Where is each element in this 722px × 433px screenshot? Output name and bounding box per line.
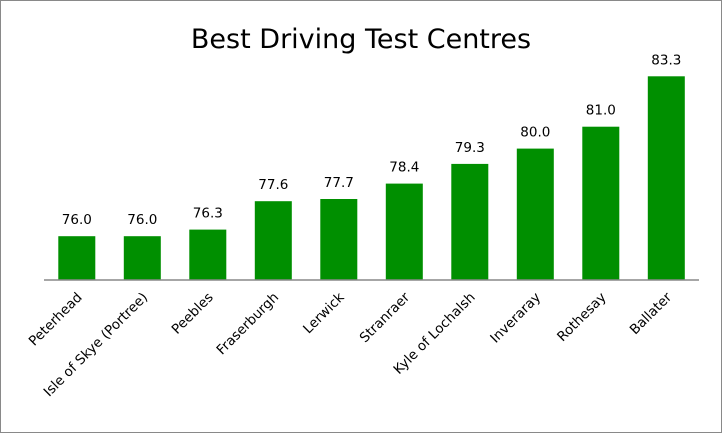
data-label: 76.0: [127, 212, 157, 228]
category-label: Stranraer: [357, 289, 414, 346]
bar-peebles: [189, 229, 227, 280]
chart-title: Best Driving Test Centres: [191, 24, 531, 55]
data-label: 76.0: [62, 212, 92, 228]
category-label: Rothesay: [554, 290, 610, 346]
bar-ballater: [647, 76, 685, 280]
category-label: Fraserburgh: [213, 290, 282, 359]
data-label: 81.0: [586, 103, 616, 119]
bar-rothesay: [582, 126, 620, 280]
category-label: Inveraray: [487, 290, 544, 347]
bar-isle-of-skye-portree: [123, 236, 161, 280]
data-label: 79.3: [455, 140, 485, 156]
category-label: Lerwick: [300, 289, 348, 337]
category-label: Ballater: [627, 289, 676, 338]
data-labels-group: 76.0 76.0 76.3 77.6 77.7 78.4 79.3 80.0 81.0 83.3: [62, 52, 682, 228]
bar-fraserburgh: [254, 201, 292, 280]
data-label: 77.6: [258, 177, 288, 193]
bar-stranraer: [385, 183, 423, 280]
bars-group: [58, 76, 685, 280]
bar-peterhead: [58, 236, 96, 280]
bar-lerwick: [320, 199, 358, 280]
data-label: 80.0: [520, 125, 550, 141]
data-label: 83.3: [651, 52, 681, 68]
category-label: Peebles: [169, 290, 217, 338]
data-label: 77.7: [324, 175, 354, 191]
data-label: 76.3: [193, 206, 223, 222]
bar-inveraray: [516, 148, 554, 280]
bar-kyle-of-lochalsh: [451, 163, 489, 280]
category-label: Peterhead: [26, 290, 86, 350]
data-label: 78.4: [389, 160, 419, 176]
